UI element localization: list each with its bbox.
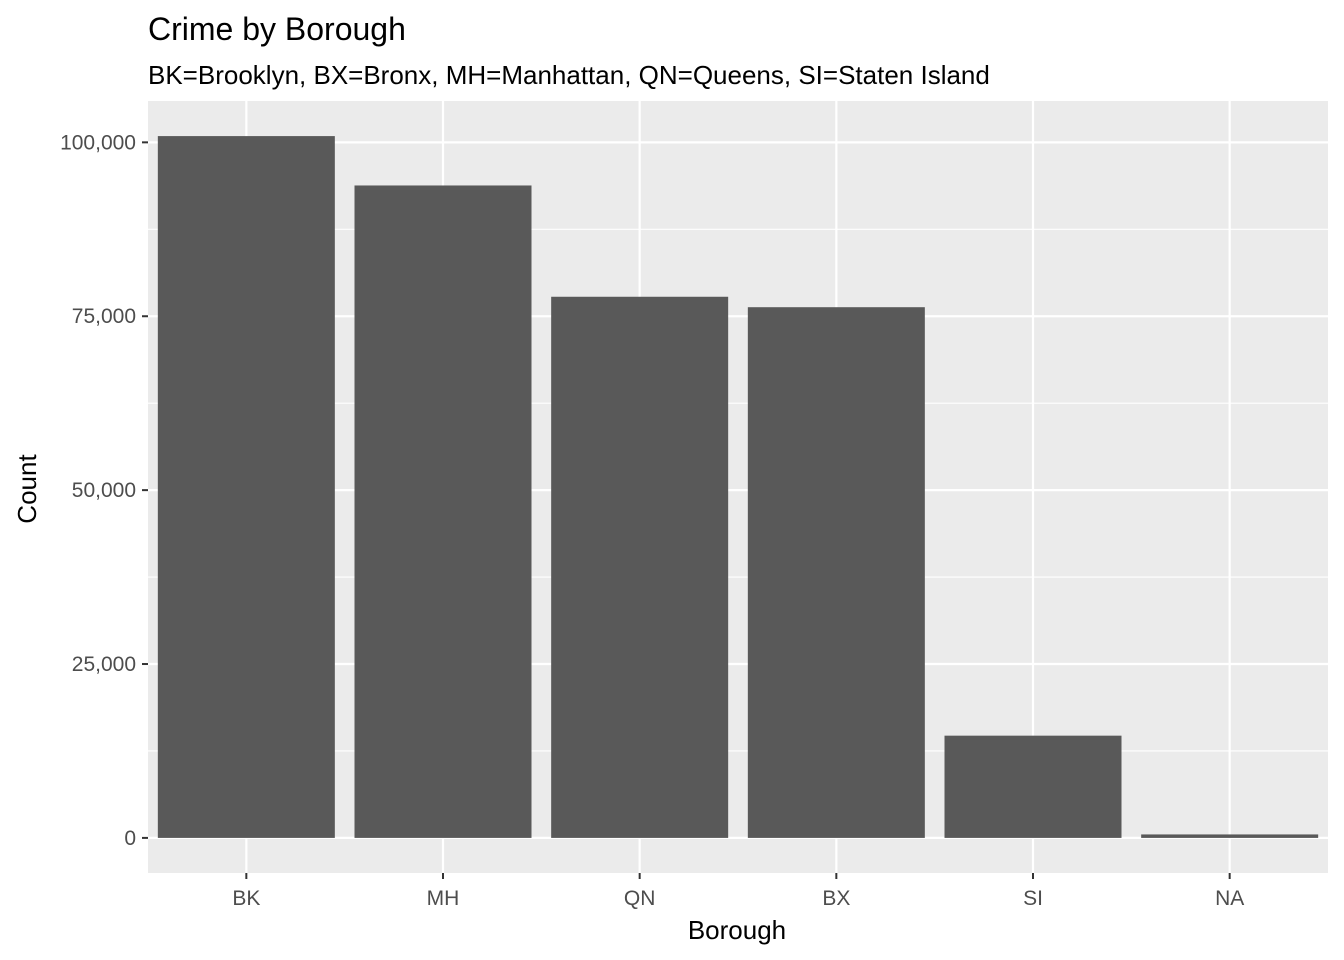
y-tick-label: 75,000 <box>72 305 136 328</box>
x-tick-label: BK <box>232 887 260 910</box>
bar-na <box>1141 834 1319 838</box>
x-axis: BK MH QN BX SI NA <box>232 873 1244 910</box>
x-tick-label: MH <box>427 887 460 910</box>
bar-qn <box>551 296 729 838</box>
x-axis-title: Borough <box>688 915 786 945</box>
x-tick-label: QN <box>624 887 656 910</box>
bar-mh <box>354 185 532 838</box>
bars <box>157 136 1319 838</box>
chart-subtitle: BK=Brooklyn, BX=Bronx, MH=Manhattan, QN=… <box>148 60 990 90</box>
bar-bk <box>157 136 335 838</box>
bar-bx <box>747 307 925 838</box>
y-tick-label: 25,000 <box>72 653 136 676</box>
bar-si <box>944 735 1122 838</box>
x-tick-label: NA <box>1215 887 1244 910</box>
x-tick-label: SI <box>1023 887 1043 910</box>
y-axis: 0 25,000 50,000 75,000 100,000 <box>60 131 148 850</box>
chart-title: Crime by Borough <box>148 11 406 47</box>
y-tick-label: 100,000 <box>60 131 136 154</box>
x-tick-label: BX <box>822 887 850 910</box>
y-tick-label: 50,000 <box>72 479 136 502</box>
y-tick-label: 0 <box>124 827 136 850</box>
y-axis-title: Count <box>12 454 42 524</box>
